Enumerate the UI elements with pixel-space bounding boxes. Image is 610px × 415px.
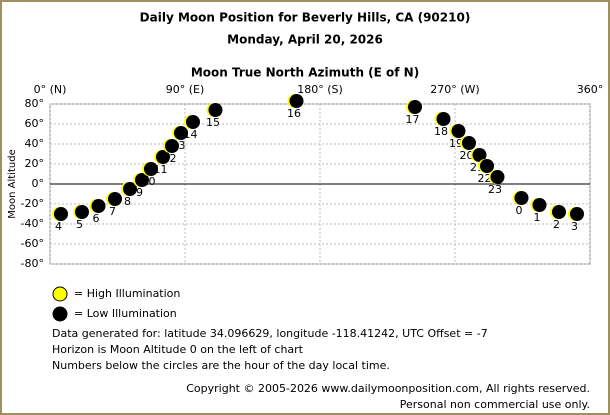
moon-point	[186, 115, 200, 129]
hour-label: 6	[93, 212, 100, 225]
hour-label: 9	[136, 186, 143, 199]
x-tick-label: 360°	[577, 83, 604, 96]
moon-point	[75, 205, 89, 219]
hour-label: 7	[109, 205, 116, 218]
hour-label: 17	[406, 113, 420, 126]
hour-label: 16	[287, 107, 301, 120]
y-tick-label: -20°	[21, 197, 44, 210]
legend-swatch	[52, 306, 68, 322]
x-axis-title: Moon True North Azimuth (E of N)	[191, 66, 419, 80]
hour-label: 8	[124, 195, 131, 208]
y-tick-label: 20°	[25, 157, 45, 170]
moon-point	[54, 207, 68, 221]
moon-point	[144, 162, 158, 176]
moon-point	[552, 205, 566, 219]
y-tick-label: 0°	[32, 177, 45, 190]
moon-point	[289, 94, 304, 108]
hour-label: 11	[154, 163, 168, 176]
legend-swatch	[52, 286, 68, 302]
moon-point	[472, 148, 487, 162]
x-tick-label: 180° (S)	[297, 83, 343, 96]
hour-label: 19	[449, 137, 463, 150]
x-tick-label: 0° (N)	[34, 83, 67, 96]
y-tick-label: -80°	[21, 257, 44, 270]
legend-label: = High Illumination	[74, 287, 180, 300]
y-tick-label: 80°	[25, 97, 45, 110]
hour-label: 10	[142, 175, 156, 188]
moon-point	[108, 192, 122, 206]
copyright: Copyright © 2005-2026 www.dailymoonposit…	[186, 382, 590, 395]
y-tick-label: 40°	[25, 137, 45, 150]
moon-point	[174, 126, 188, 140]
moon-point	[156, 150, 170, 164]
hour-label: 23	[488, 183, 502, 196]
hour-label: 12	[163, 152, 177, 165]
hour-label: 13	[172, 139, 186, 152]
note: Data generated for: latitude 34.096629, …	[52, 327, 488, 340]
moon-point	[514, 191, 529, 205]
hour-label: 4	[55, 220, 62, 233]
moon-point	[490, 170, 505, 184]
hour-label: 1	[534, 211, 541, 224]
moon-point	[480, 159, 494, 173]
moon-point	[570, 207, 584, 221]
hour-label: 20	[460, 149, 474, 162]
hour-label: 3	[571, 220, 578, 233]
moon-point	[91, 199, 106, 213]
moon-point	[123, 182, 137, 196]
legend-label: = Low Illumination	[74, 307, 177, 320]
hour-label: 2	[553, 218, 560, 231]
moon-point	[532, 198, 547, 212]
hour-label: 15	[206, 116, 220, 129]
hour-label: 22	[478, 172, 492, 185]
moon-point	[135, 173, 149, 187]
moon-point	[165, 139, 179, 153]
moon-point	[451, 124, 466, 138]
chart-title: Daily Moon Position for Beverly Hills, C…	[140, 11, 471, 25]
y-tick-label: 60°	[25, 117, 45, 130]
x-tick-label: 90° (E)	[166, 83, 205, 96]
moon-point	[408, 100, 422, 114]
hour-label: 14	[184, 128, 198, 141]
hour-label: 0	[516, 204, 523, 217]
copyright: Personal non commercial use only.	[400, 398, 590, 411]
moon-point	[462, 136, 476, 150]
y-axis-title: Moon Altitude	[7, 149, 18, 218]
moon-point	[436, 112, 451, 126]
x-tick-label: 270° (W)	[430, 83, 479, 96]
y-tick-label: -60°	[21, 237, 44, 250]
hour-label: 18	[434, 125, 448, 138]
y-tick-label: -40°	[21, 217, 44, 230]
note: Numbers below the circles are the hour o…	[52, 359, 390, 372]
note: Horizon is Moon Altitude 0 on the left o…	[52, 343, 304, 356]
chart-subtitle: Monday, April 20, 2026	[227, 33, 383, 47]
hour-label: 5	[76, 218, 83, 231]
moon-point	[208, 103, 223, 117]
